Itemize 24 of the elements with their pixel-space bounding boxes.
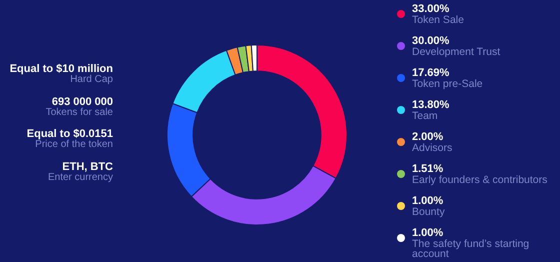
- legend-label: Early founders & contributors: [412, 174, 548, 186]
- data-label: 1.00%: [412, 227, 444, 239]
- data-label: 30.00%: [412, 35, 450, 47]
- data-label: 17.69%: [412, 67, 450, 79]
- data-label: 2.00%: [412, 131, 444, 143]
- data-label: 1.00%: [412, 195, 444, 207]
- legend-label: Token Sale: [412, 14, 465, 26]
- legend-label: Development Trust: [412, 46, 502, 58]
- data-label: 33.00%: [412, 3, 450, 15]
- text: Enter currency: [46, 172, 113, 182]
- legend-label: The safety fund’s starting account: [412, 238, 530, 260]
- data-label: 1.51%: [412, 163, 444, 175]
- legend-label: Bounty: [412, 206, 446, 218]
- text: Price of the token: [35, 139, 113, 150]
- text: 693 000 000: [50, 96, 113, 108]
- text: Equal to $10 million: [8, 63, 113, 75]
- legend-label: Token pre-Sale: [412, 78, 484, 90]
- legend-label: Team: [412, 110, 439, 122]
- text: Equal to $0.0151: [26, 128, 113, 140]
- text: Hard Cap: [69, 74, 113, 85]
- legend-label: Advisors: [412, 142, 454, 154]
- text: Tokens for sale: [44, 106, 113, 118]
- data-label: 13.80%: [412, 99, 450, 111]
- text: ETH, BTC: [61, 160, 113, 172]
